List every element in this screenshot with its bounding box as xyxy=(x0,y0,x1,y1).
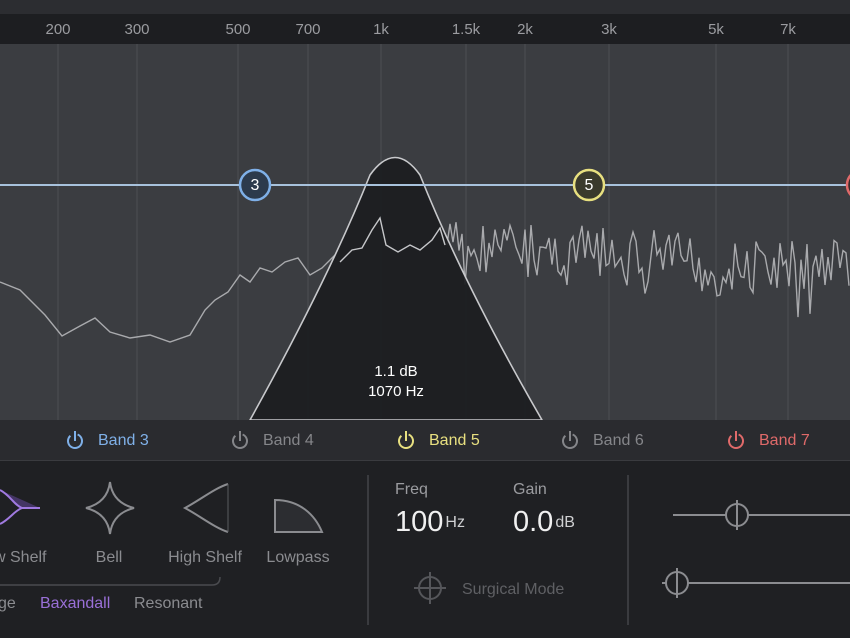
frequency-axis: 200 300 500 700 1k 1.5k 2k 3k 5k 7k xyxy=(45,21,796,38)
band-label[interactable]: Band 7 xyxy=(759,432,810,449)
node-label: 3 xyxy=(251,177,260,194)
node-circle[interactable] xyxy=(845,170,850,200)
band-label[interactable]: Band 3 xyxy=(98,432,149,449)
band-tab[interactable]: Band 3 xyxy=(66,431,149,450)
bell-icon[interactable] xyxy=(85,481,135,535)
band-node[interactable]: 5 xyxy=(572,168,606,202)
node-circle[interactable] xyxy=(572,168,606,202)
low-shelf-icon[interactable] xyxy=(0,489,40,525)
mode-bracket xyxy=(0,576,221,586)
value: 0.0 xyxy=(513,506,553,538)
band-label[interactable]: Band 4 xyxy=(263,432,314,449)
power-icon xyxy=(398,433,414,449)
power-icon xyxy=(67,433,83,449)
mode-label[interactable]: Baxandall xyxy=(40,595,110,612)
band-tab[interactable]: Band 5 xyxy=(397,431,480,450)
axis-bar xyxy=(0,14,850,44)
freq-label: Freq xyxy=(395,481,428,498)
node-label: 5 xyxy=(585,177,594,194)
mode-label[interactable]: Resonant xyxy=(134,595,203,612)
bell-curve[interactable] xyxy=(248,156,544,421)
band-tab[interactable]: Band 7 xyxy=(727,431,810,450)
unit: Hz xyxy=(445,514,465,531)
band-tab[interactable]: Band 4 xyxy=(231,431,314,450)
freq-value[interactable]: 100 Hz xyxy=(395,506,465,538)
readout-gain: 1.1 dB xyxy=(374,363,417,380)
axis-label: 2k xyxy=(517,21,533,38)
band-label[interactable]: Band 5 xyxy=(429,432,480,449)
axis-label: 200 xyxy=(45,21,70,38)
shape-label[interactable]: w Shelf xyxy=(0,549,47,566)
spectrum xyxy=(0,222,850,343)
lowpass-icon[interactable] xyxy=(274,498,324,533)
axis-label: 500 xyxy=(225,21,250,38)
axis-label: 1k xyxy=(373,21,389,38)
shape-label[interactable]: High Shelf xyxy=(168,549,242,566)
top-strip xyxy=(0,0,850,14)
band-row xyxy=(0,420,850,460)
axis-label: 7k xyxy=(780,21,796,38)
shape-label[interactable]: Lowpass xyxy=(266,549,329,566)
high-shelf-icon[interactable] xyxy=(182,483,229,533)
axis-label: 5k xyxy=(708,21,724,38)
value: 100 xyxy=(395,506,443,538)
control-panel xyxy=(0,460,850,638)
band-tabs: Band 3 Band 4 Band 5 Band 6 Band 7 xyxy=(66,431,810,450)
power-icon xyxy=(728,433,744,449)
gain-label: Gain xyxy=(513,481,547,498)
gain-value[interactable]: 0.0 dB xyxy=(513,506,575,538)
axis-label: 300 xyxy=(124,21,149,38)
power-icon xyxy=(232,433,248,449)
surgical-mode-label[interactable]: Surgical Mode xyxy=(462,581,564,598)
shape-label[interactable]: Bell xyxy=(96,549,123,566)
mode-label[interactable]: ge xyxy=(0,595,16,612)
unit: dB xyxy=(555,514,575,531)
band-tab[interactable]: Band 6 xyxy=(561,431,644,450)
node-circle[interactable] xyxy=(238,168,272,202)
power-icon xyxy=(562,433,578,450)
band-label[interactable]: Band 6 xyxy=(593,432,644,449)
band-node[interactable]: 3 xyxy=(238,168,272,202)
axis-label: 700 xyxy=(295,21,320,38)
spectrum-inside xyxy=(339,216,446,263)
axis-label: 3k xyxy=(601,21,617,38)
axis-label: 1.5k xyxy=(452,21,481,38)
readout-frequency: 1070 Hz xyxy=(368,383,424,400)
surgical-mode-icon[interactable] xyxy=(414,572,446,604)
